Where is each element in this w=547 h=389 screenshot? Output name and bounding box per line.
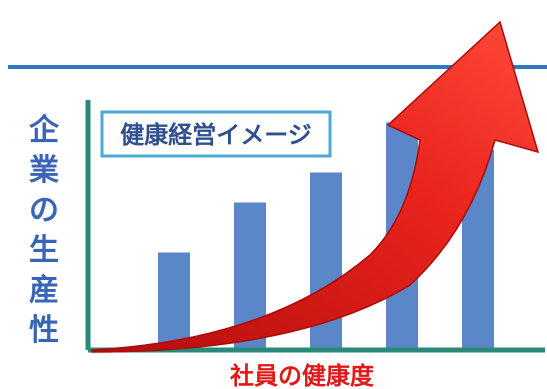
bar-1	[158, 252, 190, 350]
chart-title-box	[100, 110, 332, 158]
y-axis-label-char: の	[29, 193, 59, 228]
y-axis-label-char: 産	[29, 273, 59, 308]
y-axis-label-char: 企	[29, 113, 60, 148]
y-axis-label-char: 生	[29, 233, 59, 268]
trend-arrow	[91, 20, 540, 353]
y-axis-label-char: 業	[29, 153, 59, 188]
chart-title: 健康経営イメージ	[120, 121, 312, 149]
x-axis-label: 社員の健康度	[230, 362, 375, 389]
y-axis-label-char: 性	[29, 313, 59, 348]
